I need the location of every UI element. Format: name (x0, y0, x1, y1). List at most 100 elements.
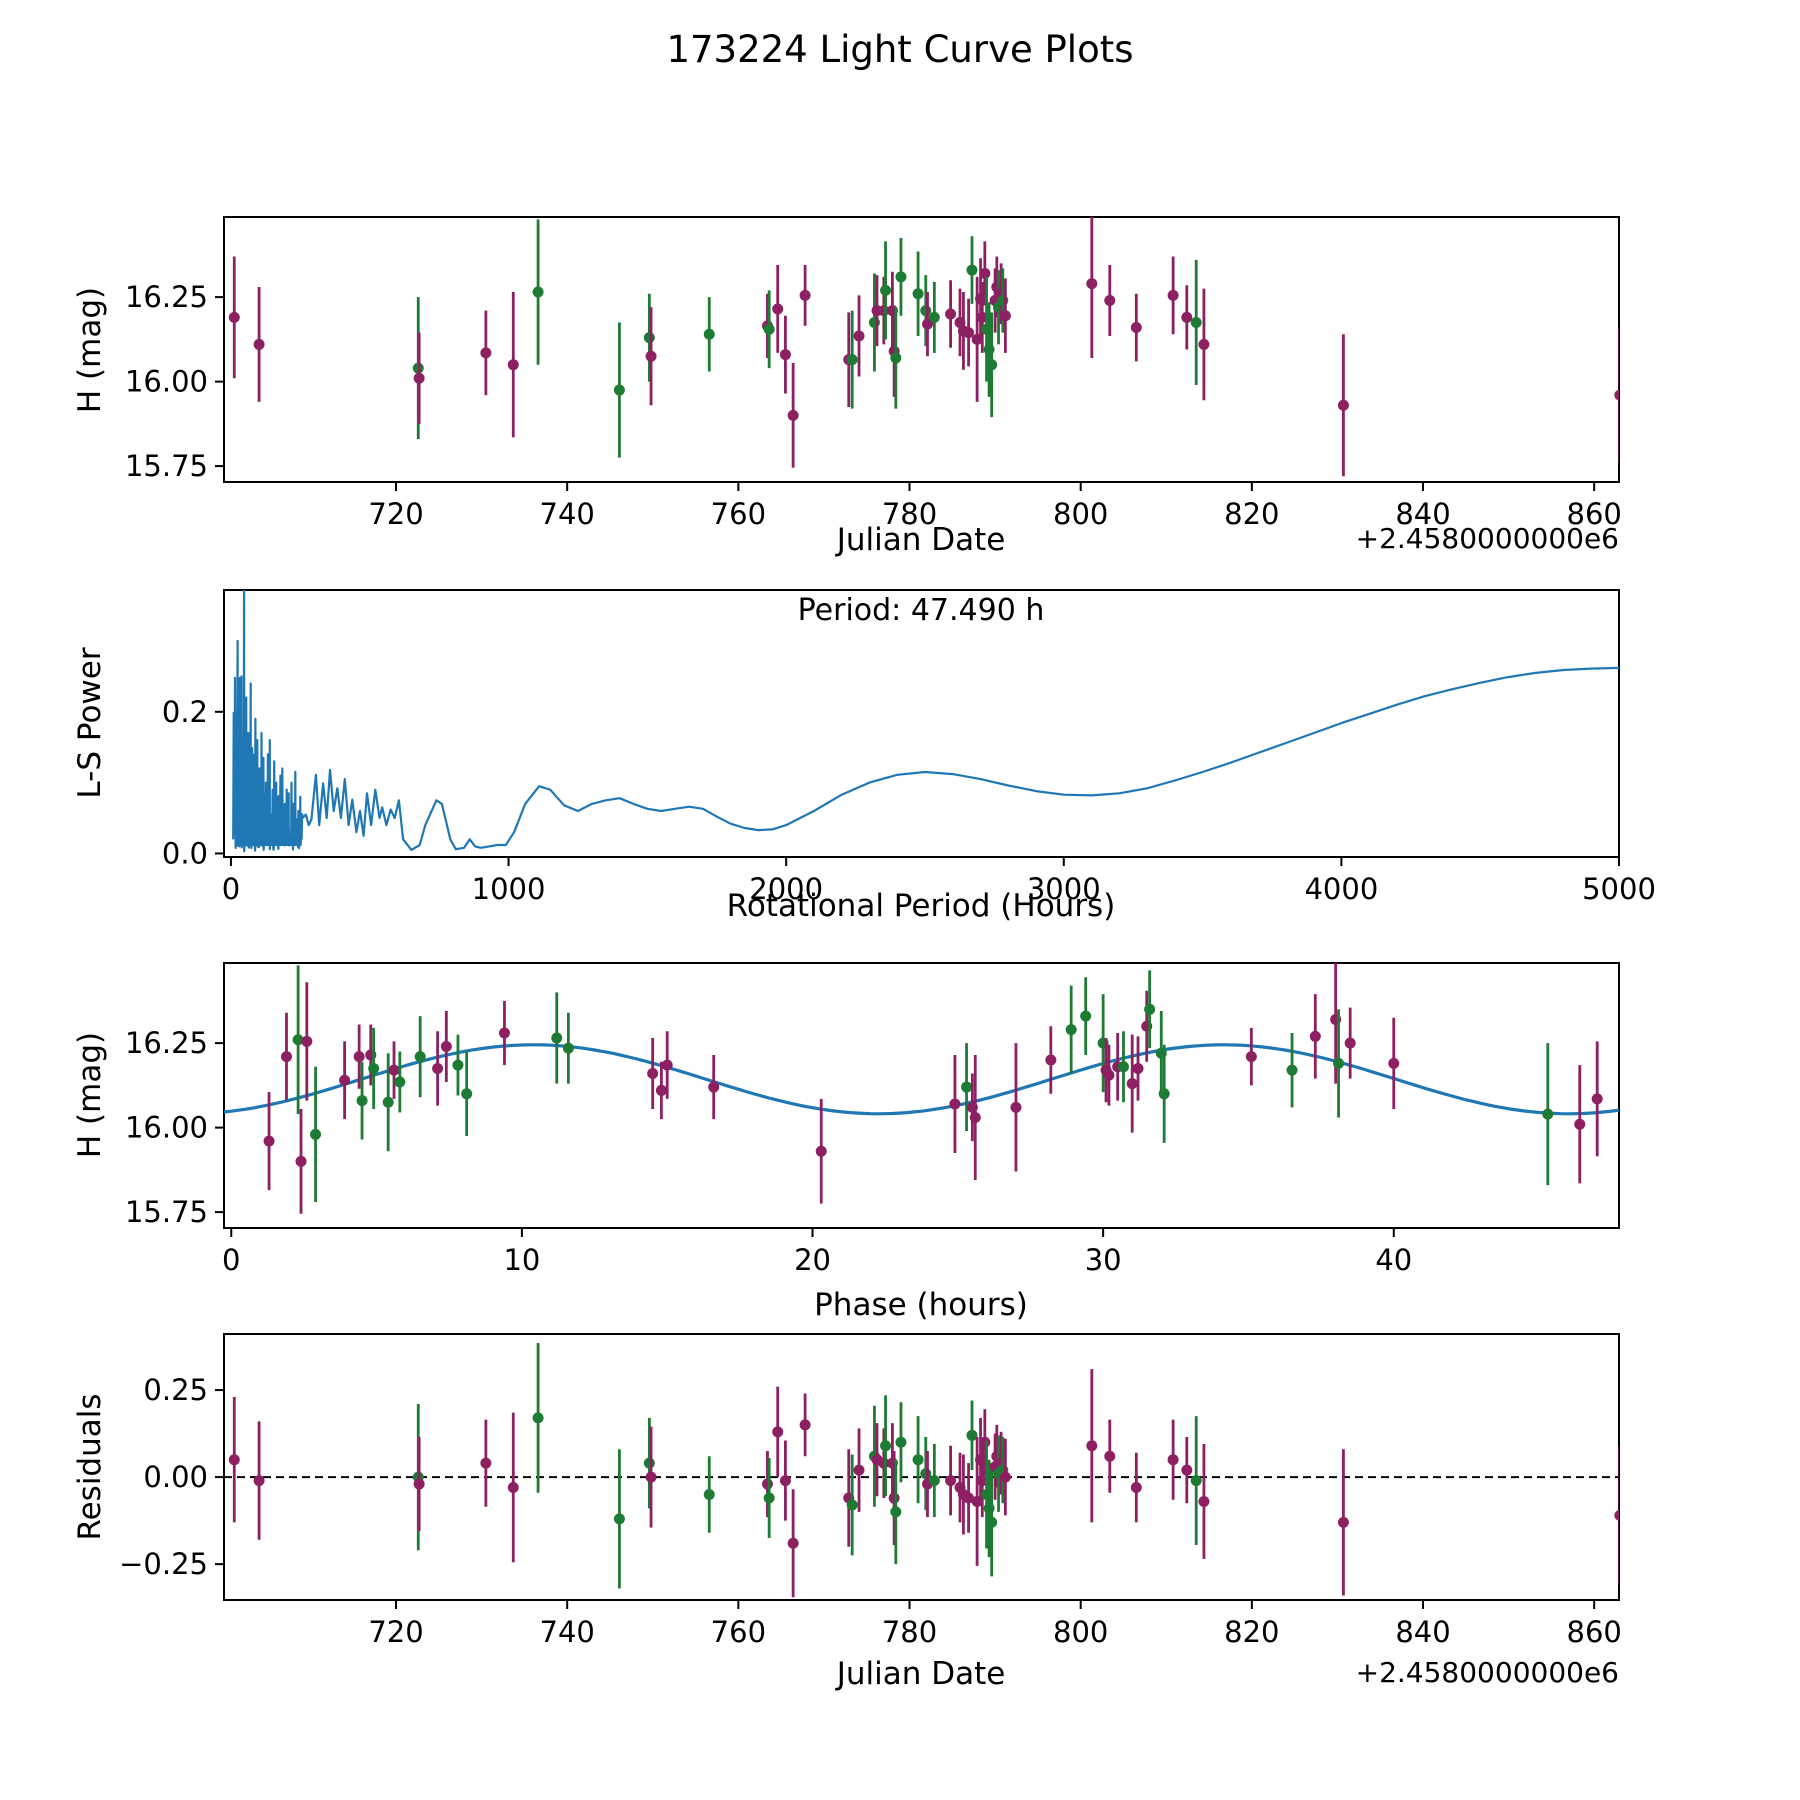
data-point (1614, 1509, 1619, 1521)
data-point (310, 1128, 322, 1140)
data-point (263, 1135, 275, 1147)
data-point (921, 318, 933, 330)
data-point (761, 1478, 773, 1490)
data-point (1245, 1051, 1257, 1063)
data-points (228, 1343, 1619, 1598)
x-tick-label: 760 (711, 1615, 766, 1649)
data-point (912, 1454, 924, 1466)
data-point (228, 311, 240, 323)
x-tick-label: 780 (882, 497, 937, 531)
data-point (643, 1457, 655, 1469)
data-point (1104, 294, 1116, 306)
data-point (703, 1489, 715, 1501)
data-point (1181, 311, 1193, 323)
x-tick-label: 720 (368, 497, 423, 531)
data-points (263, 963, 1603, 1214)
data-point (1130, 322, 1142, 334)
data-point (645, 1471, 657, 1483)
y-tick-label: 0.0 (162, 836, 208, 870)
data-point (1337, 399, 1349, 411)
data-point (912, 288, 924, 300)
data-point (1010, 1101, 1022, 1113)
data-point (763, 1492, 775, 1504)
data-point (976, 1475, 988, 1487)
data-point (945, 308, 957, 320)
data-point (1167, 1454, 1179, 1466)
data-point (647, 1068, 659, 1080)
data-point (708, 1081, 720, 1093)
data-point (853, 1464, 865, 1476)
data-point (1126, 1078, 1138, 1090)
data-point (413, 1478, 425, 1490)
x-tick-label: 860 (1567, 1615, 1622, 1649)
data-point (461, 1088, 473, 1100)
data-point (976, 311, 988, 323)
data-point (963, 327, 975, 339)
data-point (1086, 278, 1098, 290)
y-tick-label: 16.25 (125, 280, 208, 314)
data-point (1132, 1062, 1144, 1074)
data-point (253, 1475, 265, 1487)
data-point (655, 1084, 667, 1096)
x-tick-label: 20 (794, 1243, 831, 1277)
data-point (880, 284, 892, 296)
data-point (498, 1027, 510, 1039)
data-point (661, 1059, 673, 1071)
data-point (1181, 1464, 1193, 1476)
data-point (815, 1145, 827, 1157)
data-point (562, 1042, 574, 1054)
panel-periodogram: 0 1000 2000 3000 4000 5000 0.0 0.2 (162, 589, 1656, 906)
data-point (846, 354, 858, 366)
axes-frame (223, 216, 1620, 483)
data-point (1144, 1003, 1156, 1015)
data-point (440, 1040, 452, 1052)
x-tick-label: 2000 (749, 872, 823, 906)
x-tick-label: 5000 (1582, 872, 1656, 906)
data-point (645, 350, 657, 362)
data-point (1117, 1061, 1129, 1073)
x-tick-label: 0 (222, 1243, 240, 1277)
y-tick-label: 15.75 (125, 449, 208, 483)
data-point (432, 1062, 444, 1074)
x-tick-label: 840 (1395, 497, 1450, 531)
data-point (1337, 1516, 1349, 1528)
x-tick-label: 3000 (1027, 872, 1101, 906)
data-point (368, 1062, 380, 1074)
data-point (413, 372, 425, 384)
data-point (779, 349, 791, 361)
x-axis-label-lightcurve: Julian Date (835, 522, 1006, 558)
data-point (945, 1475, 957, 1487)
data-point (799, 289, 811, 301)
data-point (414, 1051, 426, 1063)
data-point (1080, 1010, 1092, 1022)
x-axis-label-residuals: Julian Date (835, 1656, 1006, 1692)
x-tick-label: 840 (1395, 1615, 1450, 1649)
x-tick-label: 30 (1085, 1243, 1122, 1277)
data-point (966, 264, 978, 276)
data-point (787, 1537, 799, 1549)
data-point (613, 1513, 625, 1525)
data-point (920, 305, 932, 317)
y-tick-label: 0.25 (143, 1373, 208, 1407)
data-point (1198, 338, 1210, 350)
data-point (928, 311, 940, 323)
data-point (1286, 1064, 1298, 1076)
axes-frame (223, 589, 1620, 858)
data-point (772, 303, 784, 315)
data-point (507, 359, 519, 371)
data-point (480, 1457, 492, 1469)
data-point (507, 1482, 519, 1494)
x-axis-label-phase: Phase (hours) (814, 1287, 1028, 1323)
data-point (532, 1412, 544, 1424)
data-point (949, 1098, 961, 1110)
data-point (880, 1440, 892, 1452)
data-point (643, 332, 655, 344)
data-point (1086, 1440, 1098, 1452)
data-point (452, 1059, 464, 1071)
data-point (846, 1499, 858, 1511)
x-tick-label: 0 (222, 872, 240, 906)
x-tick-label: 10 (503, 1243, 540, 1277)
data-point (772, 1426, 784, 1438)
